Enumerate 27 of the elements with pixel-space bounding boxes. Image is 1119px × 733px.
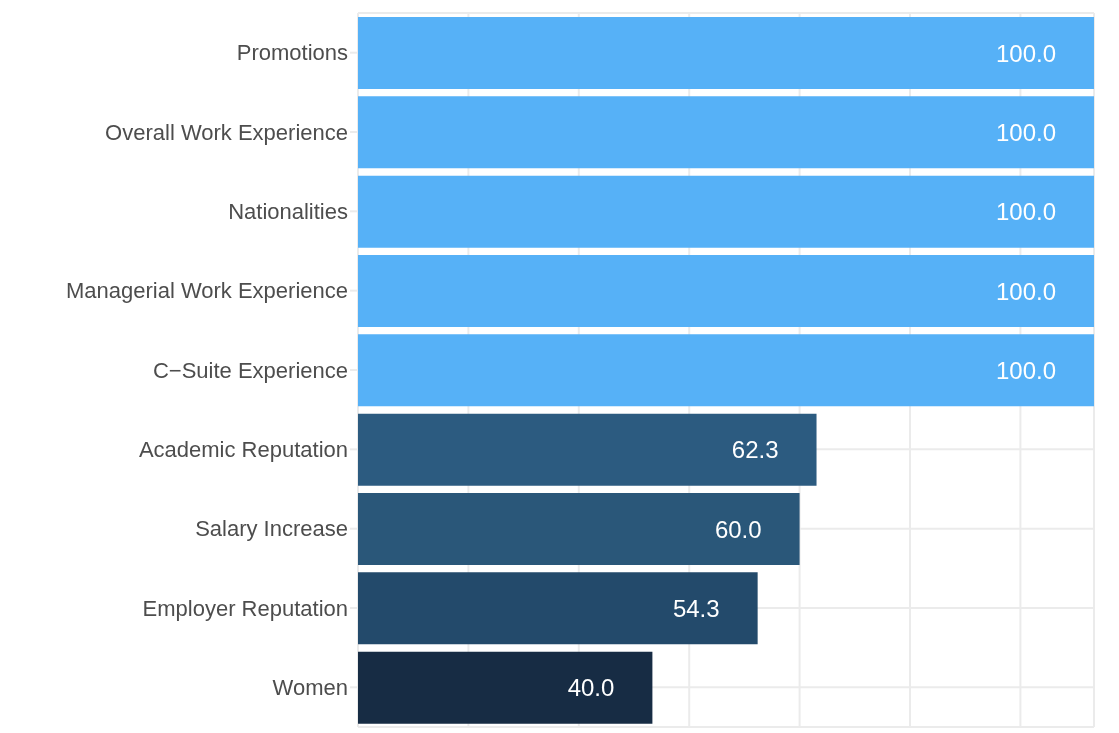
bar xyxy=(358,572,758,645)
y-tick-label: Overall Work Experience xyxy=(105,119,348,145)
bar xyxy=(358,493,800,565)
y-tick-label: Managerial Work Experience xyxy=(65,278,348,304)
data-label: 100.0 xyxy=(995,277,1056,305)
data-label: 100.0 xyxy=(995,118,1056,146)
data-label: 62.3 xyxy=(731,436,779,464)
data-label: 60.0 xyxy=(714,515,762,543)
y-tick-label: Salary Increase xyxy=(195,516,348,542)
y-tick-label: Nationalities xyxy=(228,199,348,225)
y-tick-label: Employer Reputation xyxy=(142,595,348,621)
y-tick-label: Promotions xyxy=(236,40,348,66)
bar xyxy=(358,17,1094,89)
data-label: 100.0 xyxy=(995,39,1056,67)
y-tick-label: Women xyxy=(272,675,348,701)
bar xyxy=(358,334,1094,407)
data-label: 100.0 xyxy=(995,198,1056,226)
y-tick-label: C−Suite Experience xyxy=(152,357,348,383)
y-tick-label: Academic Reputation xyxy=(138,437,348,463)
bar xyxy=(358,255,1094,327)
data-label: 40.0 xyxy=(567,674,615,702)
bar xyxy=(358,96,1094,169)
bar xyxy=(358,413,817,486)
bar xyxy=(358,651,653,724)
bar xyxy=(358,175,1094,248)
data-label: 100.0 xyxy=(995,356,1056,384)
data-label: 54.3 xyxy=(672,594,720,622)
